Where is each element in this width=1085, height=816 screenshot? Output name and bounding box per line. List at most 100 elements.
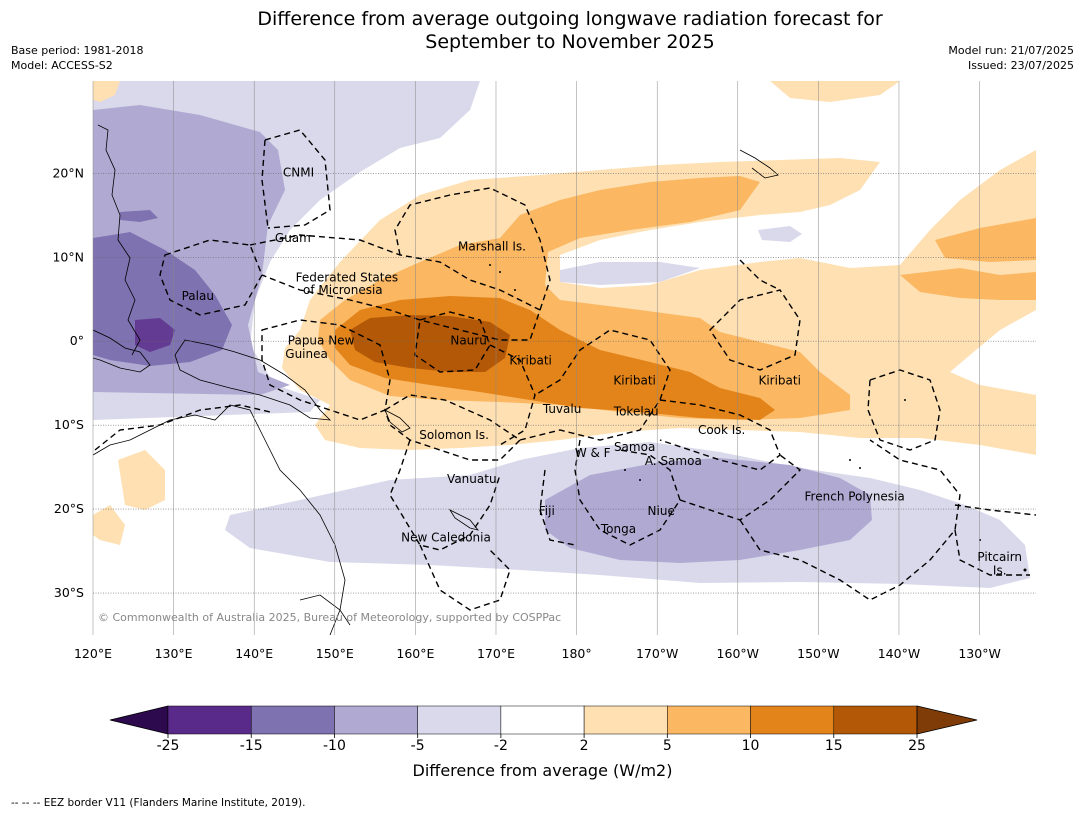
region-label: Is. bbox=[993, 563, 1007, 577]
island-dot bbox=[514, 289, 516, 291]
eez-border bbox=[261, 319, 391, 421]
anomaly-region-dark-purple bbox=[93, 232, 232, 366]
eez-border bbox=[419, 544, 511, 611]
meta-left: Base period: 1981-2018 Model: ACCESS-S2 bbox=[11, 43, 143, 73]
longitude-tick-label: 130°W bbox=[958, 646, 1000, 661]
region-label: Kiribati bbox=[509, 354, 551, 368]
eez-border bbox=[739, 439, 961, 601]
meta-right: Model run: 21/07/2025 Issued: 23/07/2025 bbox=[948, 43, 1074, 73]
region-label: French Polynesia bbox=[805, 490, 905, 504]
title-line-1: Difference from average outgoing longwav… bbox=[257, 8, 883, 30]
colorbar-tick-label: -15 bbox=[240, 738, 263, 754]
region-label: Tuvalu bbox=[542, 402, 582, 416]
eez-border bbox=[159, 239, 263, 316]
colorbar-segment bbox=[334, 705, 418, 735]
eez-legend-footer: -- -- -- EEZ border V11 (Flanders Marine… bbox=[11, 797, 306, 809]
island-dot bbox=[639, 479, 641, 481]
region-label: Pitcairn bbox=[977, 550, 1022, 564]
region-label: CNMI bbox=[283, 165, 314, 179]
region-label: W & F bbox=[575, 446, 611, 460]
region-label: of Micronesia bbox=[303, 283, 383, 297]
eez-border bbox=[867, 369, 941, 451]
coastlines bbox=[93, 124, 779, 635]
colorbar-segment bbox=[250, 705, 335, 735]
region-label: Solomon Is. bbox=[419, 428, 489, 442]
eez-border bbox=[261, 139, 269, 229]
eez-border bbox=[659, 399, 781, 471]
region-label: Cook Is. bbox=[698, 423, 745, 437]
longitude-tick-label: 160°W bbox=[717, 646, 759, 661]
model-run-text: Model run: 21/07/2025 bbox=[948, 44, 1074, 57]
title-line-2: September to November 2025 bbox=[425, 31, 715, 53]
longitude-tick-label: 180° bbox=[562, 646, 592, 661]
anomaly-region-light-orange bbox=[93, 81, 120, 102]
colorbar: -25 -15 -10 -5 -2 2 5 10 15 25 bbox=[109, 705, 978, 754]
anomaly-region-light-purple bbox=[550, 262, 700, 285]
latitude-tick-label: 20°S bbox=[54, 501, 84, 516]
island-dot bbox=[904, 399, 906, 401]
anomaly-region-light-orange bbox=[770, 81, 900, 102]
longitude-tick-label: 170°W bbox=[636, 646, 678, 661]
hawaii-coastline bbox=[739, 149, 779, 179]
colorbar-segment bbox=[417, 705, 502, 735]
anomaly-region-dark-purple bbox=[120, 210, 158, 222]
region-label: Kiribati bbox=[758, 374, 800, 388]
colorbar-extend-low bbox=[109, 705, 169, 735]
anomaly-region-light-orange bbox=[93, 505, 125, 545]
region-label: Niue bbox=[648, 504, 675, 518]
eez-border bbox=[384, 394, 522, 461]
colorbar-tick-label: -2 bbox=[494, 738, 508, 754]
colorbar-label: Difference from average (W/m2) bbox=[412, 761, 673, 780]
colorbar-segment bbox=[583, 705, 668, 735]
model-text: Model: ACCESS-S2 bbox=[11, 59, 113, 72]
eez-border bbox=[539, 469, 576, 546]
borneo-coastline bbox=[93, 329, 151, 373]
latitude-tick-label: 0° bbox=[70, 333, 84, 348]
region-label: Papua New bbox=[288, 333, 355, 347]
latitude-tick-label: 20°N bbox=[52, 165, 84, 180]
colorbar-segment bbox=[833, 705, 918, 735]
eez-border bbox=[264, 129, 331, 229]
colorbar-tick-label: 2 bbox=[580, 738, 589, 754]
longitude-tick-label: 170°E bbox=[477, 646, 515, 661]
anomaly-region-light-purple bbox=[758, 226, 802, 242]
region-label: Vanuatu bbox=[447, 472, 497, 486]
anomaly-region-orange bbox=[935, 218, 1036, 262]
latitude-tick-label: 10°S bbox=[54, 417, 84, 432]
region-label: A. Samoa bbox=[645, 454, 702, 468]
colorbar-segment bbox=[500, 705, 585, 735]
region-label: Federated States bbox=[296, 270, 398, 284]
longitude-tick-label: 140°E bbox=[235, 646, 273, 661]
eez-border bbox=[94, 404, 271, 451]
eez-border bbox=[389, 439, 501, 551]
colorbar-tick-label: 25 bbox=[908, 738, 926, 754]
island-dot bbox=[979, 539, 981, 541]
anomaly-region-brown bbox=[350, 315, 510, 372]
eez-border bbox=[954, 529, 1030, 576]
eez-border bbox=[954, 504, 1036, 516]
region-label: Samoa bbox=[614, 440, 655, 454]
latitude-tick-label: 30°S bbox=[54, 585, 84, 600]
colorbar-tick-label: 15 bbox=[825, 738, 843, 754]
philippines-coastline bbox=[97, 124, 141, 356]
region-label: Kiribati bbox=[613, 374, 655, 388]
colorbar-segment bbox=[750, 705, 835, 735]
longitude-tick-label: 130°E bbox=[155, 646, 193, 661]
colorbar-tick-label: 10 bbox=[742, 738, 760, 754]
region-label: Guinea bbox=[285, 347, 328, 361]
longitude-tick-label: 140°W bbox=[878, 646, 920, 661]
anomaly-region-purple bbox=[545, 458, 872, 563]
colorbar-tick-label: 5 bbox=[663, 738, 672, 754]
colorbar-extend-high bbox=[916, 705, 978, 735]
solomon-islands-coastline bbox=[384, 409, 411, 433]
island-dot bbox=[499, 271, 501, 273]
colorbar-segment bbox=[667, 705, 751, 735]
base-period-text: Base period: 1981-2018 bbox=[11, 44, 144, 57]
region-label: Palau bbox=[182, 289, 214, 303]
new-zealand-coastline bbox=[299, 594, 351, 626]
longitude-tick-label: 150°E bbox=[316, 646, 354, 661]
copyright-text: © Commonwealth of Australia 2025, Bureau… bbox=[98, 611, 561, 624]
colorbar-tick-label: -25 bbox=[157, 738, 180, 754]
